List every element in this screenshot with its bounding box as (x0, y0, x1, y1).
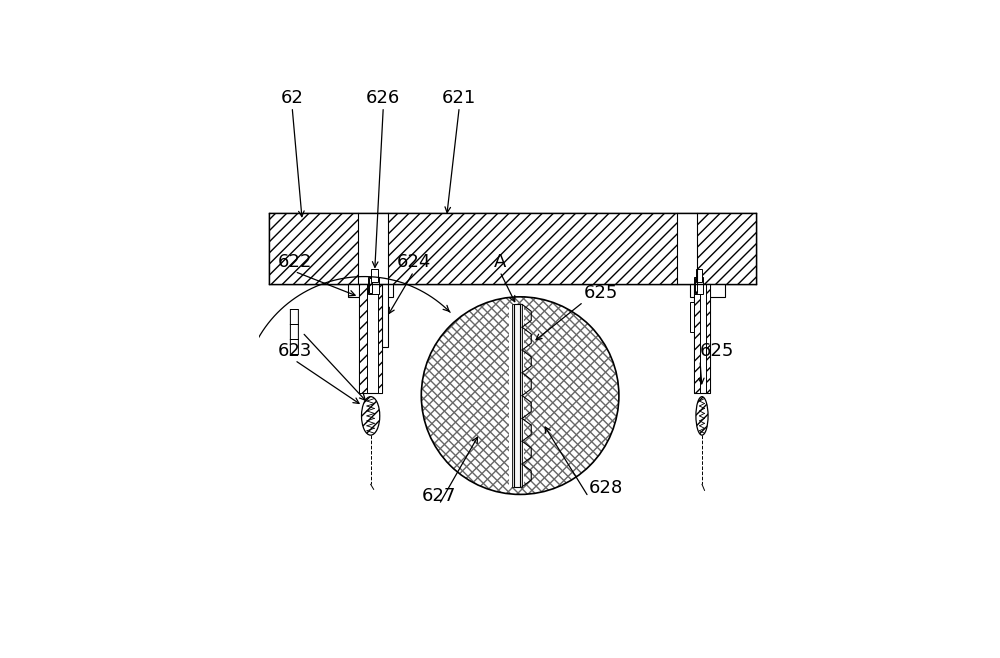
Bar (382, 284, 388, 347)
Text: 623: 623 (277, 342, 312, 360)
Bar (690, 284, 725, 297)
Text: 627: 627 (422, 486, 456, 505)
Bar (694, 284, 710, 393)
Text: 621: 621 (442, 89, 476, 107)
Bar (358, 213, 388, 284)
Ellipse shape (696, 397, 708, 435)
Bar (694, 276, 703, 294)
Bar (269, 213, 756, 284)
Bar (694, 284, 700, 393)
Bar (690, 302, 694, 332)
Bar (677, 213, 697, 284)
Text: 628: 628 (588, 479, 623, 497)
Bar (706, 284, 710, 393)
Ellipse shape (362, 397, 380, 435)
Text: 625: 625 (700, 342, 734, 360)
Bar (695, 278, 697, 293)
Bar (514, 305, 520, 487)
Bar (359, 284, 367, 393)
Text: 集: 集 (288, 323, 299, 342)
Text: A: A (494, 253, 506, 272)
Bar (369, 278, 372, 293)
Text: 62: 62 (281, 89, 304, 107)
Bar (348, 284, 393, 297)
Bar (368, 276, 379, 294)
Text: 622: 622 (277, 253, 312, 272)
Text: 袋: 袋 (288, 338, 299, 357)
Bar (697, 213, 756, 284)
Bar (378, 284, 382, 393)
Bar (696, 269, 702, 282)
Text: 625: 625 (583, 284, 618, 302)
Bar (421, 297, 619, 494)
Bar (509, 305, 524, 487)
Circle shape (421, 297, 619, 494)
Bar (512, 305, 514, 487)
Bar (421, 297, 619, 494)
Bar (371, 269, 378, 282)
Bar (359, 284, 382, 393)
Text: 624: 624 (397, 253, 431, 272)
Bar (269, 213, 358, 284)
Bar (388, 213, 677, 284)
Text: 収: 収 (288, 308, 299, 326)
Text: 626: 626 (366, 89, 400, 107)
Bar (520, 305, 522, 487)
